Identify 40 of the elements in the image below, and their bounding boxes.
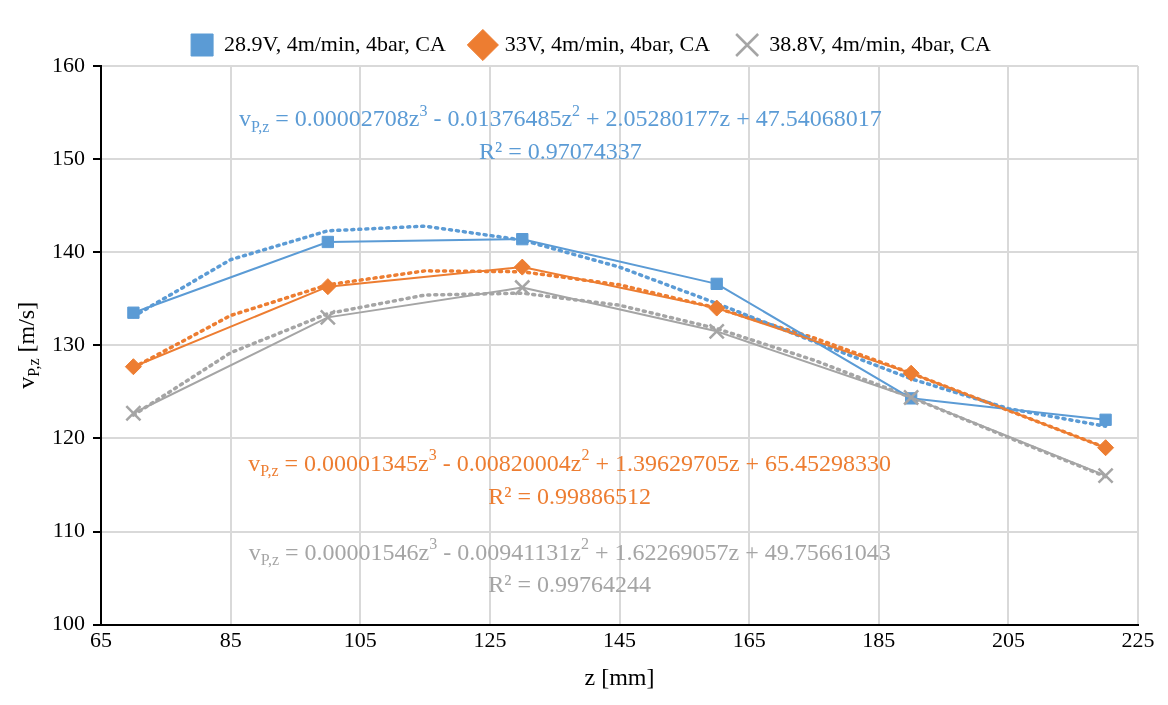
x-tick-label: 105	[343, 626, 377, 652]
point	[1097, 467, 1114, 484]
point	[902, 364, 920, 382]
y-tick-label: 110	[52, 517, 85, 543]
x-tick-label: 205	[991, 626, 1025, 652]
x-tick-label: 165	[732, 626, 766, 652]
point	[513, 258, 531, 276]
legend-label: 38.8V, 4m/min, 4bar, CA	[769, 30, 992, 56]
y-axis-title: vP,z [m/s]	[13, 301, 43, 389]
x-tick-label: 185	[862, 626, 896, 652]
y-tick-label: 100	[52, 610, 85, 636]
point	[319, 278, 337, 296]
point	[513, 279, 531, 296]
x-tick-label: 65	[90, 626, 112, 652]
point	[1099, 413, 1112, 426]
x-tick-label: 225	[1121, 626, 1155, 652]
point	[1097, 439, 1115, 457]
legend-label: 33V, 4m/min, 4bar, CA	[504, 30, 711, 56]
point	[127, 306, 140, 319]
legend-label: 28.9V, 4m/min, 4bar, CA	[224, 30, 446, 56]
annotation: R² = 0.99764244	[488, 570, 652, 597]
point	[710, 277, 723, 291]
point	[708, 323, 726, 340]
y-tick-label: 130	[52, 331, 85, 357]
y-tick-label: 140	[52, 237, 85, 263]
x-tick-label: 145	[603, 626, 636, 652]
x-axis-title: z [mm]	[584, 664, 655, 691]
y-tick-label: 150	[52, 144, 85, 170]
point	[319, 309, 337, 326]
annotation: R² = 0.97074337	[479, 137, 642, 164]
y-tick-label: 120	[52, 424, 85, 450]
point	[125, 404, 142, 422]
annotation: R² = 0.99886512	[488, 483, 652, 510]
x-tick-label: 85	[219, 626, 242, 652]
point	[124, 358, 142, 376]
point	[321, 235, 334, 249]
y-tick-label: 160	[52, 51, 85, 77]
x-tick-label: 125	[473, 626, 507, 652]
point	[516, 233, 529, 246]
point	[708, 299, 726, 317]
